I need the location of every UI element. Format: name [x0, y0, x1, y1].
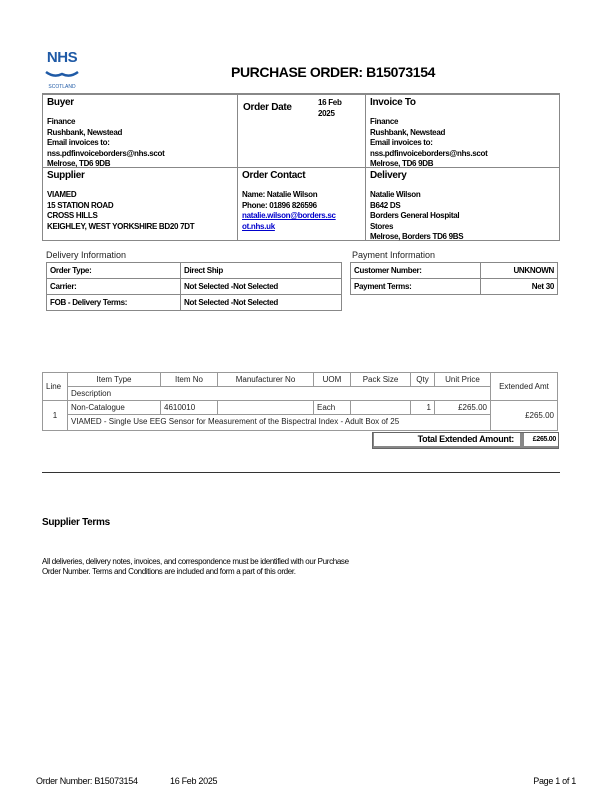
section-divider: [42, 472, 560, 473]
order-date-year: 2025: [318, 108, 335, 118]
col-extended-amt: Extended Amt: [490, 372, 558, 401]
order-type-label: Order Type:: [46, 262, 181, 279]
order-date-label: Order Date: [243, 102, 292, 113]
delivery-line: Borders General Hospital: [370, 211, 460, 220]
supplier-line: KEIGHLEY, WEST YORKSHIRE BD20 7DT: [47, 221, 195, 231]
cell-pack-size: [350, 400, 411, 415]
col-uom: UOM: [313, 372, 351, 387]
supplier-terms-text: All deliveries, delivery notes, invoices…: [42, 557, 349, 566]
buyer-line: Finance: [47, 117, 76, 126]
buyer-line: Melrose, TD6 9DB: [47, 159, 111, 168]
footer-page: Page 1 of 1: [533, 776, 576, 786]
customer-number-label: Customer Number:: [350, 262, 481, 279]
contact-phone: Phone: 01896 826596: [242, 200, 317, 210]
delivery-label: Delivery: [370, 170, 407, 181]
buyer-box: Buyer Finance Rushbank, Newstead Email inv…: [42, 94, 238, 168]
cell-extended-amt: £265.00: [490, 400, 558, 431]
carrier-label: Carrier:: [46, 278, 181, 295]
order-type-value: Direct Ship: [180, 262, 342, 279]
cell-line: 1: [42, 400, 68, 431]
carrier-value: Not Selected -Not Selected: [180, 278, 342, 295]
delivery-box: Delivery Natalie Wilson B642 DS Borders Ge…: [365, 167, 560, 241]
footer-date: 16 Feb 2025: [170, 776, 218, 786]
delivery-line: B642 DS: [370, 200, 401, 210]
total-label: Total Extended Amount:: [374, 433, 520, 446]
cell-qty: 1: [410, 400, 435, 415]
col-manufacturer-no: Manufacturer No: [217, 372, 314, 387]
fob-value: Not Selected -Not Selected: [180, 294, 342, 311]
cell-manufacturer-no: [217, 400, 314, 415]
cell-item-type: Non-Catalogue: [67, 400, 161, 415]
order-date-box: Order Date 16 Feb 2025: [237, 94, 366, 168]
total-value: £265.00: [524, 433, 558, 446]
title-divider: [42, 93, 560, 94]
nhs-logo: NHS SCOTLAND: [44, 50, 80, 91]
col-pack-size: Pack Size: [350, 372, 411, 387]
buyer-line: Email invoices to:: [47, 138, 110, 147]
col-description: Description: [67, 386, 491, 401]
supplier-terms-text: Order Number. Terms and Conditions are i…: [42, 567, 296, 576]
col-unit-price: Unit Price: [434, 372, 491, 387]
cell-item-no: 4610010: [160, 400, 218, 415]
invoice-line: nss.pdfinvoiceborders@nhs.scot: [370, 148, 488, 158]
invoice-line: Melrose, TD6 9DB: [370, 159, 434, 168]
email-part: ot.nhs.uk: [242, 221, 275, 231]
supplier-box: Supplier VIAMED 15 STATION ROAD CROSS HILL…: [42, 167, 238, 241]
total-box: Total Extended Amount: £265.00: [372, 432, 559, 449]
supplier-line: CROSS HILLS: [47, 211, 98, 220]
customer-number-value: UNKNOWN: [480, 262, 558, 279]
cell-uom: Each: [313, 400, 351, 415]
col-item-type: Item Type: [67, 372, 161, 387]
payment-info-title: Payment Information: [352, 250, 436, 260]
cell-unit-price: £265.00: [434, 400, 491, 415]
col-qty: Qty: [410, 372, 435, 387]
order-date-value: 16 Feb: [318, 98, 342, 107]
footer-order-number: Order Number: B15073154: [36, 776, 138, 786]
supplier-terms-title: Supplier Terms: [42, 517, 110, 528]
invoice-line: Finance: [370, 117, 399, 126]
col-line: Line: [42, 372, 68, 401]
wave-icon: [45, 70, 79, 77]
invoice-to-box: Invoice To Finance Rushbank, Newstead Emai…: [365, 94, 560, 168]
buyer-label: Buyer: [47, 97, 74, 108]
delivery-line: Melrose, Borders TD6 9BS: [370, 232, 464, 241]
fob-label: FOB - Delivery Terms:: [46, 294, 181, 311]
delivery-info-title: Delivery Information: [46, 250, 127, 260]
buyer-line: nss.pdfinvoiceborders@nhs.scot: [47, 148, 165, 158]
cell-description: VIAMED - Single Use EEG Sensor for Measu…: [67, 414, 491, 431]
payment-terms-value: Net 30: [480, 278, 558, 295]
col-item-no: Item No: [160, 372, 218, 387]
supplier-label: Supplier: [47, 170, 85, 181]
invoice-to-label: Invoice To: [370, 97, 416, 108]
buyer-line: Rushbank, Newstead: [47, 127, 123, 137]
invoice-line: Email invoices to:: [370, 138, 433, 147]
order-contact-box: Order Contact Name: Natalie Wilson Phone…: [237, 167, 366, 241]
supplier-line: VIAMED: [47, 190, 77, 199]
page-title: PURCHASE ORDER: B15073154: [231, 64, 435, 80]
invoice-line: Rushbank, Newstead: [370, 127, 446, 137]
contact-name: Name: Natalie Wilson: [242, 190, 318, 199]
order-contact-label: Order Contact: [242, 170, 306, 181]
delivery-line: Natalie Wilson: [370, 190, 421, 199]
delivery-line: Stores: [370, 221, 394, 231]
email-part: natalie.wilson@borders.sc: [242, 211, 336, 220]
contact-email-link[interactable]: natalie.wilson@borders.sc ot.nhs.uk: [242, 211, 336, 231]
supplier-line: 15 STATION ROAD: [47, 200, 114, 210]
payment-terms-label: Payment Terms:: [350, 278, 481, 295]
